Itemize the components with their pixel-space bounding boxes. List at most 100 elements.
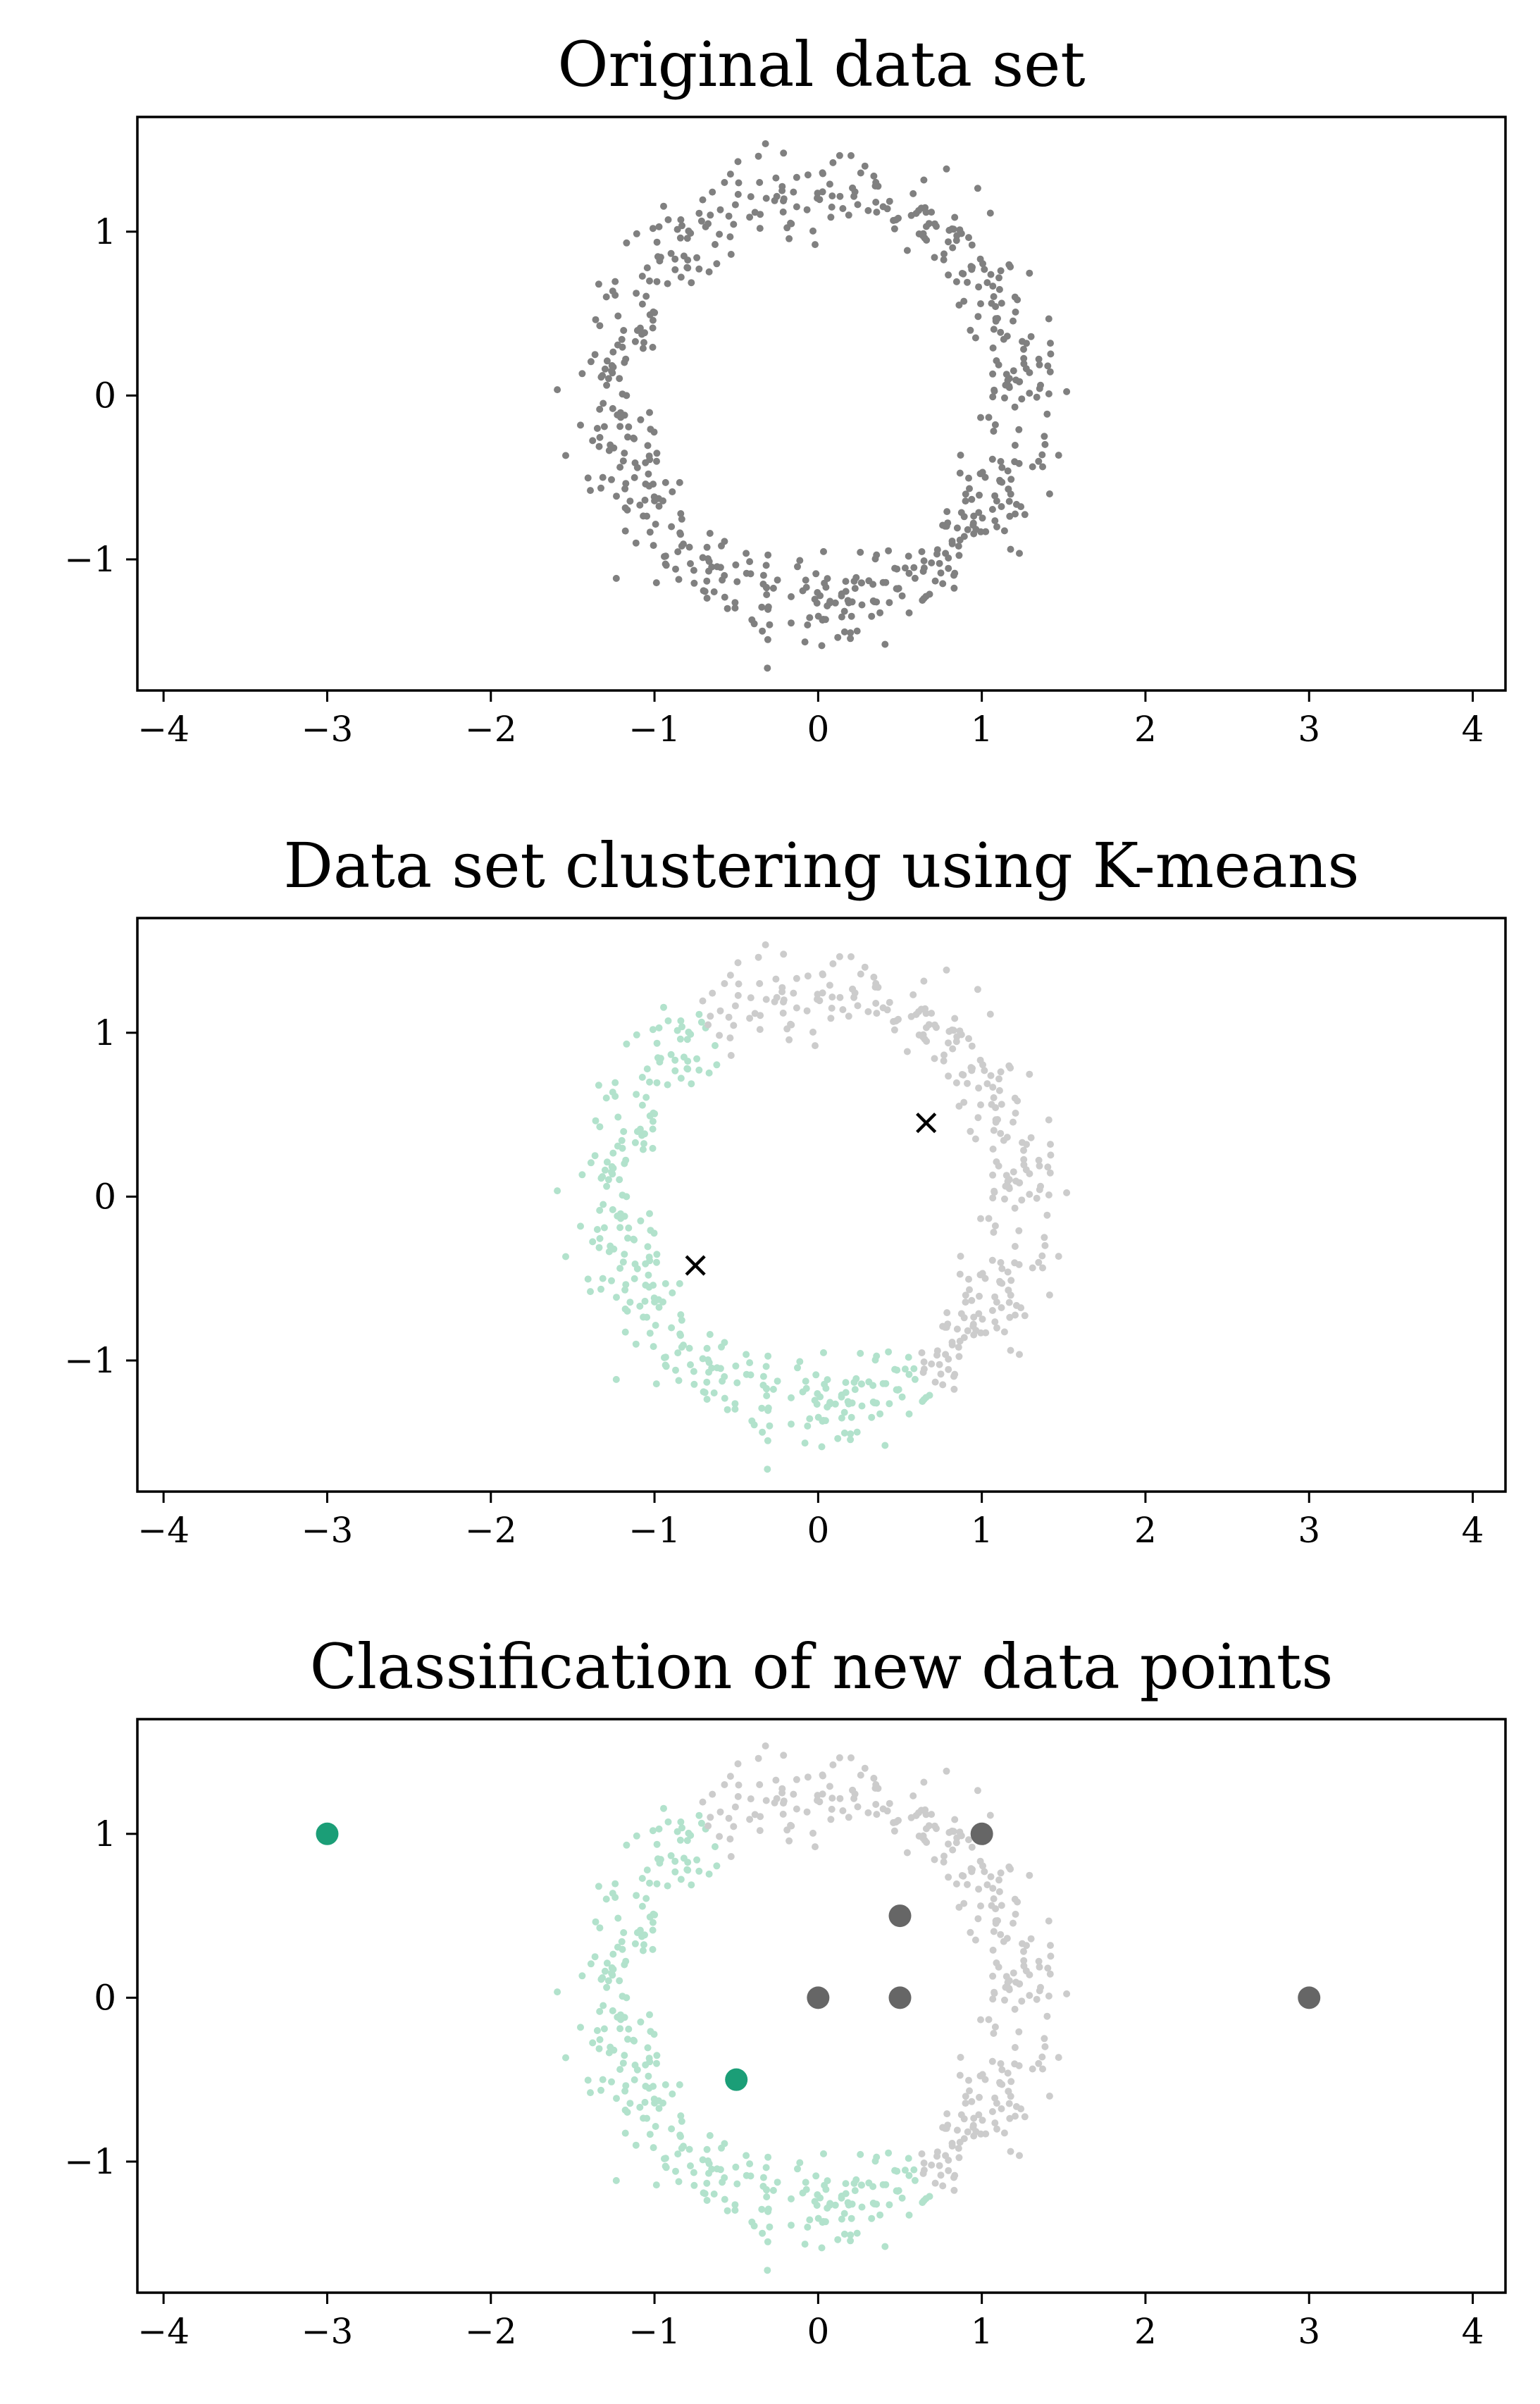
data-point-cluster-b [966,2087,973,2095]
data-point-cluster-b [992,1917,1000,1925]
data-point-cluster-b [778,1789,786,1797]
data-point-cluster-b [949,1846,957,1854]
data-point [964,278,971,286]
data-point-cluster-a [671,1857,679,1865]
data-point-cluster-b [960,1334,968,1342]
data-point [988,455,996,463]
data-point [995,361,1002,368]
data-point-cluster-b [940,1051,948,1059]
data-point-cluster-b [931,1378,939,1386]
data-point-cluster-b [699,1798,707,1806]
data-point [960,297,968,305]
data-point-cluster-a [597,2086,604,2094]
x-tick-label: 4 [1462,709,1484,750]
data-point [951,213,959,221]
data-point-cluster-a [668,2125,676,2133]
data-point-cluster-b [1014,1898,1022,1906]
data-point-cluster-a [641,1931,648,1939]
data-point [637,416,645,423]
data-point-cluster-b [939,1322,947,1330]
data-point-cluster-b [734,991,742,999]
data-point [988,299,995,307]
data-point [684,256,692,264]
data-point-cluster-a [732,2163,740,2171]
data-point-cluster-a [680,1342,687,1349]
data-point-cluster-a [687,2162,694,2169]
data-point [1000,527,1008,535]
data-point-cluster-a [677,1876,685,1883]
data-point-cluster-b [849,985,857,993]
data-point-cluster-a [764,1437,771,1444]
data-point [1045,490,1053,497]
data-point-cluster-b [780,950,788,958]
data-point-cluster-b [960,1900,968,1907]
data-point-cluster-a [613,2095,620,2102]
data-point [1011,458,1019,466]
data-point [945,271,952,279]
data-point-cluster-b [956,2071,964,2079]
data-point [1038,451,1046,459]
data-point-cluster-b [716,1007,724,1015]
data-point [1005,485,1012,493]
data-point-cluster-a [910,1365,918,1373]
data-point-cluster-b [883,1006,891,1014]
data-point-cluster-b [989,1084,997,1091]
data-point-cluster-b [991,1990,998,1997]
data-point-cluster-b [780,1797,788,1805]
data-point-cluster-a [886,1400,893,1408]
data-point-cluster-b [967,1127,974,1135]
data-point [695,209,703,217]
data-point-cluster-b [1055,1253,1062,1260]
data-point-cluster-a [858,2203,866,2211]
data-point [755,152,762,160]
data-point-cluster-a [788,2222,795,2229]
data-point [671,266,679,273]
data-point [945,238,952,246]
data-point [995,285,1003,293]
data-point-cluster-b [974,1915,982,1923]
data-point-cluster-b [1000,1328,1008,1336]
x-tick-label: −4 [137,709,190,750]
data-point-cluster-b [734,1792,742,1800]
data-point-cluster-a [603,1959,611,1967]
data-point-cluster-a [820,2150,827,2157]
data-point [713,563,721,571]
data-point-cluster-b [967,1928,974,1936]
data-point-cluster-b [998,2081,1006,2088]
y-tick-label: 1 [94,1012,116,1053]
data-point [857,548,864,556]
data-point-cluster-b [903,1849,911,1857]
data-point-cluster-b [854,1002,862,1010]
data-point-cluster-b [993,2125,1000,2133]
data-point-cluster-b [1037,1983,1044,1991]
data-point [787,219,795,227]
data-point-cluster-b [727,1853,735,1860]
data-point-cluster-b [1005,2100,1013,2107]
data-point [1041,440,1049,448]
data-point-cluster-b [937,1370,945,1378]
data-point [712,241,719,248]
data-point [968,241,976,249]
data-point-cluster-a [822,2186,830,2193]
data-point-cluster-b [974,986,981,993]
data-point-cluster-a [662,2155,669,2162]
data-point [1020,354,1028,362]
data-point-cluster-a [762,2186,770,2193]
data-point-cluster-b [991,1222,999,1229]
data-point-cluster-b [1045,1191,1052,1198]
data-point-cluster-a [695,1811,703,1819]
centroid-marker [685,1255,706,1276]
data-point-cluster-b [716,1031,724,1039]
data-point [662,478,669,486]
data-point [623,239,631,247]
data-point [1035,355,1043,363]
data-point [991,492,999,500]
data-point-cluster-a [587,2089,594,2097]
data-point-cluster-a [641,2098,649,2106]
data-point-cluster-a [802,2186,810,2193]
data-point-cluster-a [638,1875,646,1882]
data-point-cluster-b [1046,1169,1054,1177]
data-point [747,570,755,578]
data-point [677,216,685,223]
data-point [948,540,956,547]
